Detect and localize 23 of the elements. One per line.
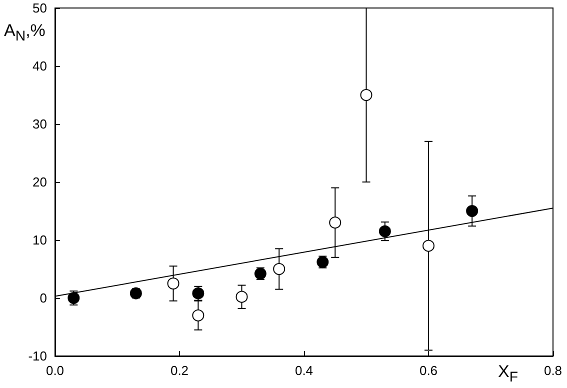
y-axis-title: A$_{N}$,% bbox=[4, 21, 46, 46]
point bbox=[360, 89, 372, 101]
y-tick-label: 30 bbox=[32, 116, 47, 132]
y-tick-label: 50 bbox=[32, 0, 47, 16]
point bbox=[466, 205, 478, 217]
x-tick-label: 0.6 bbox=[419, 363, 438, 378]
point bbox=[422, 240, 434, 252]
point bbox=[192, 309, 204, 322]
y-tick-label: -10 bbox=[28, 348, 47, 364]
point bbox=[167, 278, 180, 290]
y-tick-label: 0 bbox=[40, 290, 47, 306]
x-tick-label: 0.0 bbox=[46, 363, 64, 378]
point bbox=[329, 216, 342, 229]
x-tick-label: 0.4 bbox=[294, 363, 314, 378]
y-tick-label: 20 bbox=[32, 174, 47, 190]
point bbox=[273, 263, 286, 275]
y-tick-label: 10 bbox=[32, 232, 47, 248]
point bbox=[378, 225, 391, 238]
x-tick-label: 0.8 bbox=[544, 363, 562, 378]
x-tick-label: 0.2 bbox=[170, 363, 189, 378]
y-tick-label: 40 bbox=[32, 58, 47, 74]
point bbox=[236, 290, 248, 303]
x-axis-title: X$_{F}$ bbox=[498, 362, 518, 388]
